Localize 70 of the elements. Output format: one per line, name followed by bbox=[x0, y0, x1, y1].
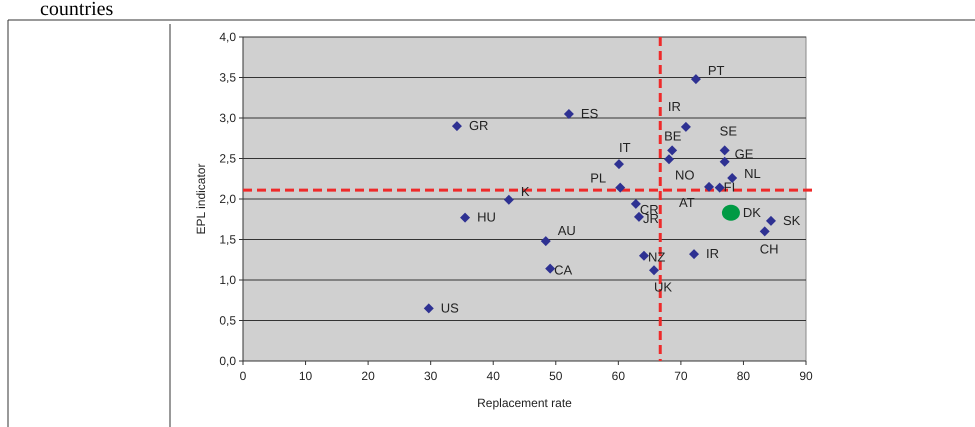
point bbox=[766, 216, 776, 226]
point bbox=[689, 249, 700, 260]
y-tick-label: 1,5 bbox=[219, 232, 236, 246]
data-label: NZ bbox=[648, 250, 666, 265]
data-label: DK bbox=[742, 204, 762, 220]
point bbox=[630, 198, 641, 209]
point bbox=[722, 204, 740, 221]
point bbox=[727, 172, 738, 183]
y-tick-label: 3,0 bbox=[219, 111, 236, 125]
y-tick-label: 3,5 bbox=[219, 70, 236, 84]
point bbox=[680, 122, 691, 132]
x-tick-label: 70 bbox=[674, 369, 688, 383]
x-tick-label: 60 bbox=[612, 369, 626, 383]
point bbox=[714, 182, 725, 193]
data-label: NO bbox=[675, 167, 695, 182]
data-label: HU bbox=[477, 210, 496, 225]
data-label: US bbox=[440, 300, 460, 316]
x-tick-label: 80 bbox=[736, 369, 750, 383]
point bbox=[424, 303, 434, 314]
x-tick-label: 0 bbox=[240, 369, 247, 383]
x-axis-title: Replacement rate bbox=[477, 396, 572, 410]
data-label: SE bbox=[720, 123, 738, 138]
data-label: AT bbox=[679, 194, 695, 210]
y-axis-title: EPL indicator bbox=[194, 164, 208, 234]
data-label: IR bbox=[706, 246, 720, 262]
point bbox=[720, 145, 730, 156]
data-label: ES bbox=[580, 106, 599, 121]
y-tick-label: 1,0 bbox=[219, 273, 236, 287]
data-label: SK bbox=[782, 212, 801, 228]
point bbox=[638, 250, 649, 261]
data-label: IT bbox=[618, 140, 631, 156]
point bbox=[545, 264, 556, 274]
y-tick-label: 2,5 bbox=[219, 152, 236, 166]
x-tick-label: 40 bbox=[486, 369, 500, 383]
point bbox=[664, 154, 674, 164]
y-tick-label: 4,0 bbox=[219, 30, 236, 44]
data-label: IR bbox=[668, 98, 681, 114]
y-tick-label: 0,5 bbox=[219, 314, 236, 328]
point bbox=[564, 108, 574, 119]
text: countries bbox=[40, 0, 114, 20]
data-label: GR bbox=[468, 118, 488, 134]
point bbox=[704, 182, 714, 192]
point bbox=[504, 194, 514, 205]
x-tick-label: 20 bbox=[361, 369, 376, 383]
point bbox=[720, 156, 730, 167]
point bbox=[760, 226, 770, 236]
point bbox=[667, 145, 678, 156]
point bbox=[614, 159, 624, 170]
data-label: CA bbox=[554, 262, 573, 278]
data-label: AU bbox=[558, 223, 576, 238]
y-tick-label: 0,0 bbox=[219, 354, 236, 368]
x-tick-label: 90 bbox=[799, 369, 813, 383]
point bbox=[690, 74, 701, 84]
x-tick-label: 10 bbox=[298, 369, 313, 383]
point bbox=[615, 182, 626, 193]
point bbox=[540, 236, 551, 246]
y-tick-label: 2,0 bbox=[219, 192, 236, 206]
data-label: UK bbox=[654, 279, 672, 294]
point bbox=[452, 121, 462, 132]
data-label: PL bbox=[590, 170, 606, 186]
x-tick-label: 50 bbox=[549, 369, 563, 383]
point bbox=[460, 212, 470, 223]
data-label: FI bbox=[724, 180, 736, 195]
data-label: CH bbox=[760, 241, 778, 256]
point bbox=[648, 265, 659, 276]
data-label: BE bbox=[664, 128, 682, 144]
x-tick-label: 30 bbox=[424, 369, 438, 383]
data-label: PT bbox=[708, 63, 725, 78]
data-label: NL bbox=[744, 166, 761, 181]
data-label: GE bbox=[734, 146, 754, 162]
